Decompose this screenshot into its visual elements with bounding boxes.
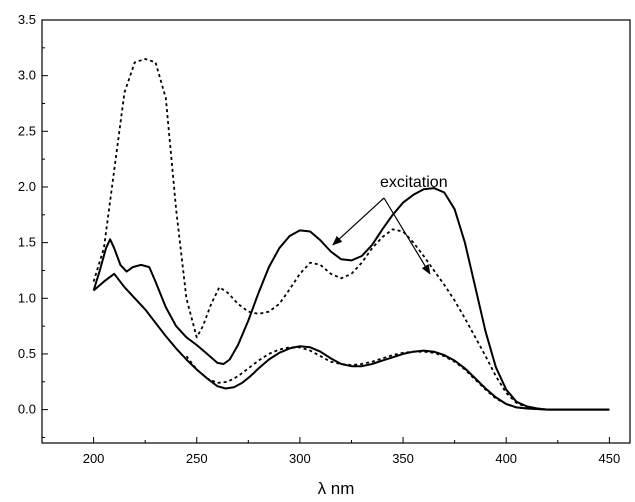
series-line-1-dotted — [92, 58, 610, 411]
series-line-3-dotted — [185, 346, 610, 411]
x-tick-label: 200 — [83, 451, 105, 466]
y-tick-label: 2.5 — [18, 123, 36, 138]
y-tick-label: 3.5 — [18, 12, 36, 27]
y-axis: 0.0 0.5 1.0 1.5 2.0 2.5 3.0 3.5 — [18, 12, 48, 438]
y-tick-label: 3.0 — [18, 68, 36, 83]
y-tick-label: 1.0 — [18, 290, 36, 305]
y-tick-label: 2.0 — [18, 179, 36, 194]
annotation-excitation-label: excitation — [380, 174, 448, 191]
series-line-4-solid — [92, 272, 610, 411]
x-tick-label: 450 — [599, 451, 621, 466]
annotation-arrow-1 — [332, 197, 385, 246]
series-line-2-solid — [92, 187, 610, 411]
y-tick-label: 0.5 — [18, 346, 36, 361]
y-tick-label: 0.0 — [18, 402, 36, 417]
annotation-layer: excitation — [332, 174, 448, 275]
y-tick-label: 1.5 — [18, 235, 36, 250]
annotation-arrow-2 — [383, 197, 431, 275]
x-tick-label: 300 — [289, 451, 311, 466]
x-tick-label: 250 — [186, 451, 208, 466]
x-axis-title: λ nm — [318, 479, 355, 498]
x-axis: 200 250 300 350 400 450 — [41, 437, 621, 466]
plot-frame — [41, 19, 631, 444]
x-tick-label: 400 — [495, 451, 517, 466]
x-tick-label: 350 — [392, 451, 414, 466]
series-layer — [92, 58, 610, 411]
